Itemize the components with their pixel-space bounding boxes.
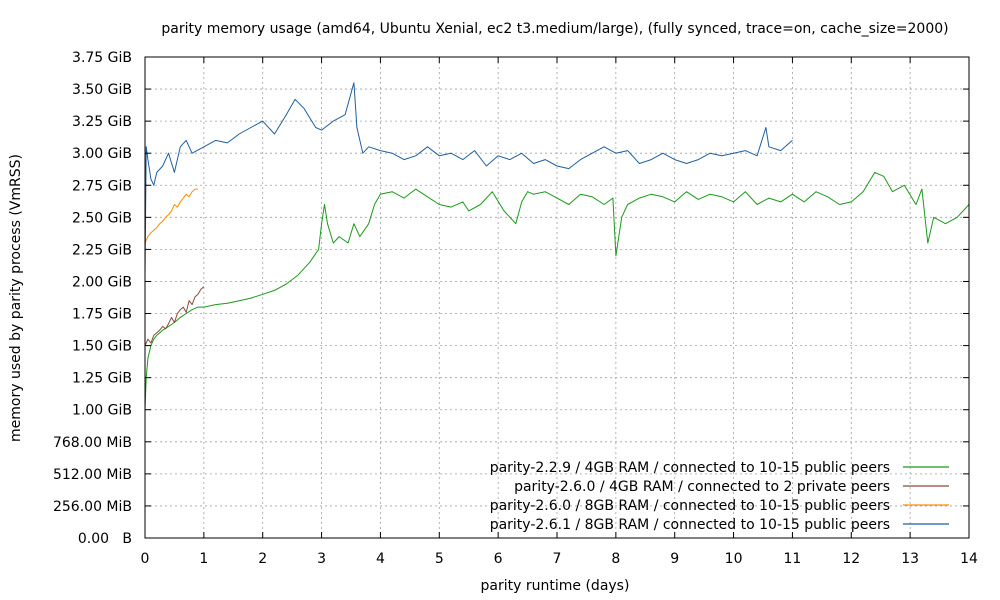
x-tick-label: 0 [141,551,150,567]
x-tick-label: 2 [258,551,267,567]
y-tick-label: 1.25 GiB [72,371,132,387]
y-tick-label: 3.50 GiB [72,82,132,98]
grid-vertical [203,57,911,538]
y-tick-label: 512.00 MiB [53,467,132,483]
legend-label-2: parity-2.6.0 / 8GB RAM / connected to 10… [490,498,890,514]
x-tick-label: 6 [494,551,503,567]
series-line-2 [144,188,198,244]
y-axis-label: memory used by parity process (VmRSS) [8,154,24,442]
chart-title: parity memory usage (amd64, Ubuntu Xenia… [161,21,948,37]
x-tick-label: 12 [842,551,860,567]
x-tick-label: 13 [901,551,919,567]
series-group [144,82,970,410]
x-tick-label: 14 [960,551,978,567]
y-tick-label: 1.50 GiB [72,339,132,355]
y-tick-label: 2.00 GiB [72,274,132,290]
x-tick-label: 4 [376,551,385,567]
y-tick-label: 2.25 GiB [72,242,132,258]
x-tick-label: 10 [725,551,743,567]
x-tick-label: 1 [199,551,208,567]
y-tick-label: 0.00 B [78,531,132,547]
x-tick-label: 11 [784,551,802,567]
x-tick-label: 8 [611,551,620,567]
x-tick-label: 3 [317,551,326,567]
y-tick-label: 3.00 GiB [72,146,132,162]
legend-label-3: parity-2.6.1 / 8GB RAM / connected to 10… [490,517,890,533]
x-axis-ticks: 0 1 2 3 4 5 6 7 8 9 10 11 12 13 14 [141,57,978,567]
y-tick-label: 1.00 GiB [72,403,132,419]
x-axis-label: parity runtime (days) [481,578,630,594]
series-line-1 [144,286,205,346]
y-tick-label: 3.25 GiB [72,114,132,130]
y-axis-ticks: 0.00 B 256.00 MiB 512.00 MiB 768.00 MiB 1.00… [53,50,969,547]
x-tick-label: 7 [553,551,562,567]
y-tick-label: 1.75 GiB [72,307,132,323]
x-tick-label: 5 [435,551,444,567]
series-line-0 [144,171,970,410]
legend-label-1: parity-2.6.0 / 4GB RAM / connected to 2 … [514,479,890,495]
legend: parity-2.2.9 / 4GB RAM / connected to 10… [490,460,949,533]
legend-label-0: parity-2.2.9 / 4GB RAM / connected to 10… [490,460,890,476]
y-tick-label: 2.50 GiB [72,210,132,226]
grid-horizontal [145,88,969,507]
x-tick-label: 9 [670,551,679,567]
y-tick-label: 3.75 GiB [72,50,132,66]
y-tick-label: 2.75 GiB [72,178,132,194]
y-tick-label: 768.00 MiB [53,435,132,451]
y-tick-label: 256.00 MiB [53,499,132,515]
series-line-3 [144,82,793,276]
